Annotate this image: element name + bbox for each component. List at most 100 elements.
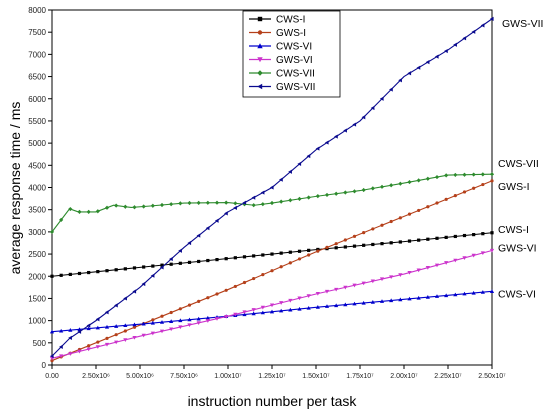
data-point-marker <box>205 200 210 205</box>
data-point-marker <box>87 344 91 348</box>
data-point-marker <box>389 241 393 245</box>
data-point-marker <box>95 345 100 349</box>
data-point-marker <box>315 194 320 199</box>
series-end-labels: CWS-I GWS-I CWS-VI GWS-VI CWS-VII GWS-VII <box>498 18 543 300</box>
data-point-marker <box>334 246 338 250</box>
data-point-marker <box>197 259 201 264</box>
data-point-marker <box>77 271 82 276</box>
data-point-marker <box>489 289 495 293</box>
data-point-marker <box>471 253 476 258</box>
data-point-marker <box>444 293 449 298</box>
y-tick-label: 0 <box>42 361 47 370</box>
data-point-marker <box>159 320 165 324</box>
data-point-marker <box>205 319 210 323</box>
y-tick-label: 5500 <box>28 117 46 126</box>
data-point-marker <box>114 333 118 337</box>
data-point-marker <box>196 321 201 325</box>
data-point-marker <box>288 307 293 312</box>
data-point-marker <box>389 275 394 280</box>
y-tick-label: 7000 <box>28 50 46 59</box>
data-point-marker <box>59 354 64 359</box>
data-point-marker <box>444 261 449 265</box>
data-point-marker <box>480 23 485 28</box>
data-point-marker <box>489 172 495 177</box>
data-point-marker <box>370 186 375 191</box>
data-point-marker <box>361 115 366 120</box>
data-point-marker <box>270 252 274 256</box>
data-point-marker <box>379 184 385 189</box>
data-point-marker <box>233 201 238 206</box>
data-point-marker <box>379 299 385 303</box>
data-point-marker <box>104 310 109 315</box>
y-tick-label: 500 <box>33 339 47 348</box>
data-point-marker <box>169 319 174 323</box>
data-point-marker <box>398 216 402 220</box>
data-point-marker <box>379 96 384 101</box>
data-point-marker <box>279 177 283 182</box>
data-point-marker <box>159 265 164 270</box>
data-point-marker <box>169 327 174 332</box>
data-point-marker <box>252 254 256 258</box>
data-point-marker <box>453 258 458 263</box>
legend: CWS-I GWS-I CWS-VI GWS-VI CWS-VII GWS-VII <box>242 10 341 98</box>
legend-label: CWS-VII <box>276 69 315 80</box>
data-point-marker <box>480 251 485 256</box>
data-point-marker <box>288 261 292 265</box>
y-tick-label: 4500 <box>28 161 46 170</box>
data-point-marker <box>343 285 348 290</box>
data-point-marker <box>462 291 467 296</box>
data-point-marker <box>334 287 339 292</box>
data-point-marker <box>334 242 338 246</box>
data-point-marker <box>169 202 174 207</box>
data-point-marker <box>398 78 402 83</box>
data-point-marker <box>242 312 247 317</box>
data-point-marker <box>288 169 292 174</box>
y-tick-label: 2500 <box>28 250 46 259</box>
data-point-marker <box>489 16 494 21</box>
data-point-marker <box>224 257 228 261</box>
data-point-marker <box>279 265 283 269</box>
data-point-marker <box>114 268 118 272</box>
data-point-marker <box>49 329 55 334</box>
data-point-marker <box>352 122 357 127</box>
data-point-marker <box>434 174 440 180</box>
series-end-label: GWS-I <box>498 181 530 193</box>
series-end-label: GWS-VI <box>498 243 537 255</box>
data-point-marker <box>315 146 320 151</box>
data-point-marker <box>242 255 247 259</box>
series-gws-vi <box>49 248 495 361</box>
data-point-marker <box>352 301 357 306</box>
data-point-marker <box>159 329 165 334</box>
data-point-marker <box>288 198 293 203</box>
data-point-marker <box>324 192 330 198</box>
data-point-marker <box>297 196 302 201</box>
legend-item: GWS-I <box>249 28 306 39</box>
data-point-marker <box>123 296 127 301</box>
legend-item: GWS-VI <box>249 55 313 66</box>
x-tick-label: 2.50x10⁷ <box>478 373 506 380</box>
series-cws-i <box>50 231 494 278</box>
data-point-marker <box>434 294 440 298</box>
data-point-marker <box>425 60 430 65</box>
data-point-marker <box>407 212 412 216</box>
data-point-marker <box>261 273 265 277</box>
legend-box <box>242 10 341 98</box>
data-point-marker <box>95 317 100 322</box>
series-end-label: CWS-VI <box>498 288 536 300</box>
series-cws-vii <box>49 172 495 234</box>
data-point-marker <box>435 201 439 205</box>
data-point-marker <box>242 310 247 315</box>
data-point-marker <box>132 322 137 327</box>
x-tick-label: 2.25x10⁷ <box>434 373 462 380</box>
data-point-marker <box>251 195 256 200</box>
y-tick-label: 1000 <box>28 317 46 326</box>
data-point-marker <box>95 209 100 214</box>
data-point-marker <box>462 256 467 260</box>
data-point-marker <box>49 229 55 234</box>
data-point-marker <box>297 249 302 253</box>
data-point-marker <box>68 206 73 212</box>
data-point-marker <box>196 200 201 205</box>
data-point-marker <box>86 209 91 215</box>
data-point-marker <box>453 194 457 198</box>
